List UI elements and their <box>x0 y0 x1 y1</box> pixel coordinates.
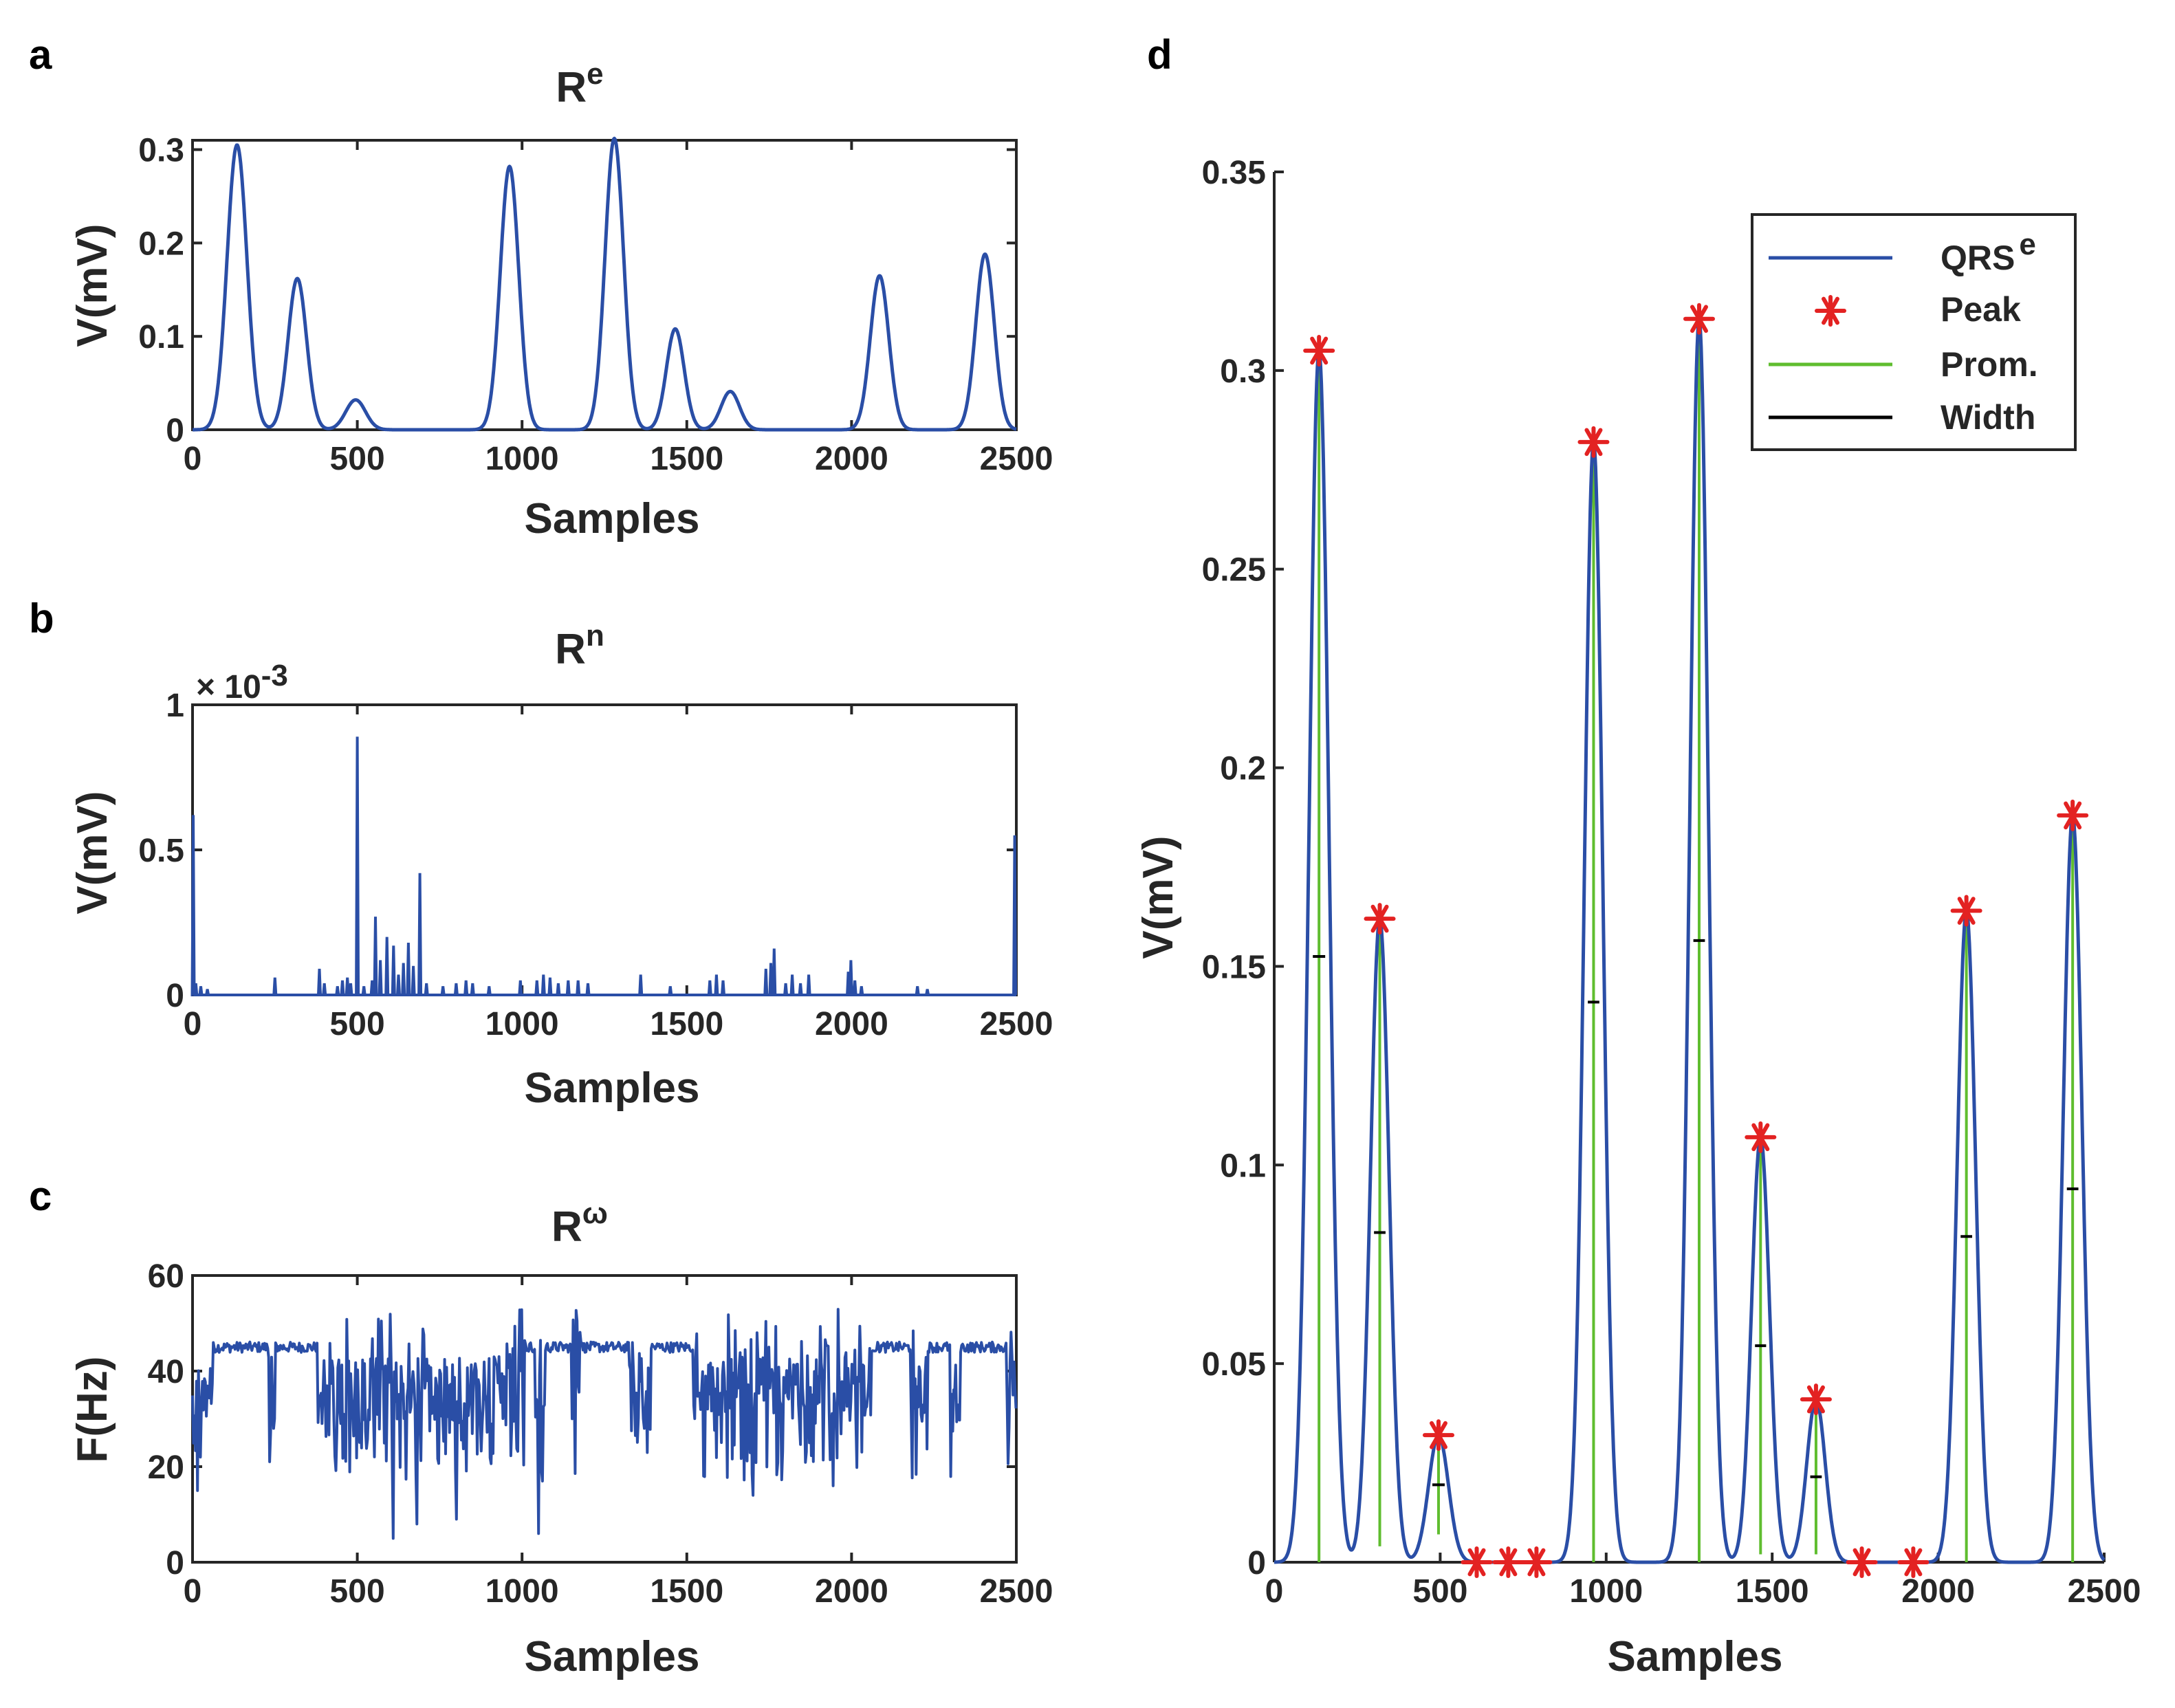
panel-c-xtick-label: 0 <box>184 1573 202 1610</box>
panel-b-title: Rn <box>555 619 604 673</box>
panel-a-series-line <box>191 136 1018 432</box>
panel-b-ytick-label: 0 <box>166 978 184 1014</box>
panel-c-ytick-label: 60 <box>148 1258 184 1295</box>
panel-c-title: Rω <box>551 1196 608 1251</box>
panel-a: a Re 0 500 1000 1500 2000 2500 0 0.1 0.2 0.3 Samp… <box>29 32 1053 543</box>
legend-label-qrs: QRS e <box>1941 228 2036 277</box>
panel-b-xlabel: Samples <box>524 1064 699 1112</box>
panel-b-xtick-label: 2000 <box>815 1006 888 1042</box>
panel-c: c Rω 0 500 1000 1500 2000 2500 0 20 40 60 Samples… <box>29 1173 1053 1680</box>
panel-letter-c: c <box>29 1173 52 1219</box>
panel-d-plot: 0 500 1000 1500 2000 2500 0 0.05 0.1 0.15 0.2 0.25 0… <box>1202 155 2141 1610</box>
legend-peak-marker <box>1815 295 1846 327</box>
panel-d-ytick-label: 0.25 <box>1202 552 1266 589</box>
panel-d-xtick-label: 1000 <box>1569 1573 1643 1610</box>
panel-d-xtick-label: 0 <box>1265 1573 1284 1610</box>
panel-a-xtick-label: 0 <box>184 441 202 477</box>
panel-b-xtick-label: 2500 <box>980 1006 1053 1042</box>
panel-a-xtick-label: 2000 <box>815 441 888 477</box>
panel-c-xtick-label: 2500 <box>980 1573 1053 1610</box>
panel-a-ytick-label: 0.2 <box>138 226 184 262</box>
peak-marker <box>1364 903 1396 935</box>
panel-d-ytick-label: 0 <box>1247 1545 1266 1581</box>
peak-marker <box>2057 799 2089 831</box>
panel-b-exponent: × 10-3 <box>196 659 288 705</box>
panel-b-xtick-label: 500 <box>330 1006 385 1042</box>
panel-a-plot: 0 500 1000 1500 2000 2500 0 0.1 0.2 0.3 <box>138 133 1053 477</box>
panel-d-ytick-label: 0.35 <box>1202 155 1266 191</box>
panel-d-ytick-label: 0.3 <box>1220 353 1266 390</box>
panel-a-xtick-label: 1000 <box>485 441 559 477</box>
panel-letter-d: d <box>1147 32 1172 78</box>
peak-marker <box>1492 1546 1524 1578</box>
peak-marker <box>1577 426 1610 458</box>
panel-d: d 0 500 1000 1500 2000 2500 0 0.05 0.1 0.15 0.2 0.2… <box>1135 32 2141 1680</box>
panel-d-xtick-label: 2000 <box>1901 1573 1975 1610</box>
panel-a-xtick-label: 2500 <box>980 441 1053 477</box>
panel-d-ytick-label: 0.15 <box>1202 949 1266 985</box>
panel-c-xtick-label: 500 <box>330 1573 385 1610</box>
panel-a-ylabel: V(mV) <box>69 223 116 347</box>
panel-b-frame <box>191 703 1018 996</box>
peak-marker <box>1422 1419 1454 1452</box>
panel-d-xlabel: Samples <box>1607 1633 1782 1680</box>
panel-c-ytick-label: 40 <box>148 1354 184 1390</box>
panel-c-plot: 0 500 1000 1500 2000 2500 0 20 40 60 <box>148 1258 1053 1610</box>
peak-marker <box>1745 1121 1777 1153</box>
legend-box <box>1751 213 2077 451</box>
panel-letter-b: b <box>29 595 54 642</box>
legend-peak-star <box>1815 295 1846 327</box>
panel-c-xtick-label: 1000 <box>485 1573 559 1610</box>
panel-d-ytick-label: 0.05 <box>1202 1346 1266 1383</box>
panel-c-ytick-label: 20 <box>148 1449 184 1486</box>
peak-marker <box>1897 1546 1930 1578</box>
panel-d-xtick-label: 1500 <box>1736 1573 1809 1610</box>
peak-marker <box>1846 1546 1878 1578</box>
panel-c-xlabel: Samples <box>524 1633 699 1680</box>
panel-a-xtick-label: 1500 <box>650 441 723 477</box>
panel-c-xtick-label: 1500 <box>650 1573 723 1610</box>
legend-label-peak: Peak <box>1941 290 2021 329</box>
panel-c-xtick-label: 2000 <box>815 1573 888 1610</box>
peak-marker <box>1303 334 1335 366</box>
panel-c-ylabel: F(Hz) <box>69 1357 116 1463</box>
panel-b-xtick-label: 1000 <box>485 1006 559 1042</box>
peak-marker <box>1461 1546 1493 1578</box>
peak-marker <box>1683 303 1715 335</box>
panel-b-xtick-label: 0 <box>184 1006 202 1042</box>
peak-marker <box>1800 1383 1832 1416</box>
panel-d-ytick-label: 0.2 <box>1220 751 1266 787</box>
panel-a-xlabel: Samples <box>524 495 699 543</box>
panel-b-ytick-label: 0.5 <box>138 833 184 869</box>
panel-b-ylabel: V(mV) <box>69 791 116 914</box>
panel-b-plot: 0 500 1000 1500 2000 2500 0 0.5 1 <box>138 688 1053 1042</box>
panel-b-series-line <box>190 736 1018 996</box>
panel-b-ytick-label: 1 <box>166 688 184 724</box>
panel-d-xtick-label: 2500 <box>2068 1573 2141 1610</box>
legend-label-prominence: Prom. <box>1941 345 2038 384</box>
legend-label-width: Width <box>1941 398 2035 437</box>
peak-marker <box>1950 895 1982 927</box>
panel-c-series-line <box>191 1308 1018 1540</box>
panel-letter-a: a <box>29 32 52 78</box>
panel-a-xtick-label: 500 <box>330 441 385 477</box>
panel-a-ytick-label: 0 <box>166 413 184 449</box>
panel-a-title: Re <box>556 57 603 111</box>
panel-a-ytick-label: 0.3 <box>138 133 184 169</box>
panel-d-xtick-label: 500 <box>1412 1573 1467 1610</box>
panel-c-ytick-label: 0 <box>166 1545 184 1581</box>
legend: QRS e Peak Prom. Width <box>1751 213 2077 451</box>
panel-d-ylabel: V(mV) <box>1135 835 1182 959</box>
panel-c-frame <box>191 1274 1018 1564</box>
peak-marker <box>1520 1546 1553 1578</box>
panel-b-xtick-label: 1500 <box>650 1006 723 1042</box>
panel-a-ytick-label: 0.1 <box>138 319 184 355</box>
panel-a-frame <box>191 139 1018 431</box>
panel-b: b Rn × 10-3 0 500 1000 1500 2000 2500 0 0.5 1 Sa… <box>29 595 1053 1112</box>
panel-d-series-line <box>1273 317 2106 1564</box>
panel-d-ytick-label: 0.1 <box>1220 1148 1266 1184</box>
